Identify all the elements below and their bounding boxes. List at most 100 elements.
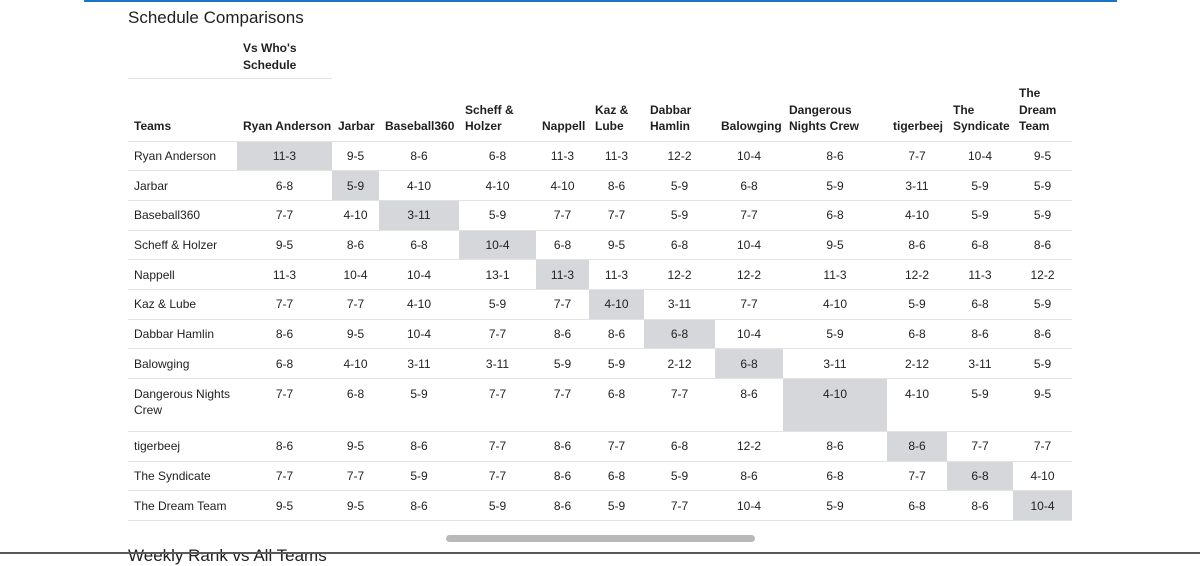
record-cell: 10-4 xyxy=(379,259,459,290)
record-cell: 8-6 xyxy=(379,490,459,522)
team-name-cell: Nappell xyxy=(128,259,237,290)
team-name-cell: Dabbar Hamlin xyxy=(128,319,237,350)
record-cell: 4-10 xyxy=(887,378,947,432)
record-cell: 11-3 xyxy=(536,141,589,172)
record-cell: 5-9 xyxy=(379,378,459,432)
record-cell: 10-4 xyxy=(715,490,783,522)
record-cell: 11-3 xyxy=(589,259,644,290)
column-header: Nappell xyxy=(536,85,589,142)
record-cell: 6-8 xyxy=(783,200,887,231)
table-row: Baseball360 7-7 4-10 3-11 5-9 7-7 7-7 5-9 7-7 6-8… xyxy=(128,200,1072,231)
header-row: Teams Ryan Anderson Jarbar Baseball360 S… xyxy=(128,85,1072,142)
record-cell: 7-7 xyxy=(644,490,715,522)
table-row: Scheff & Holzer 9-5 8-6 6-8 10-4 6-8 9-5 6-8 10-… xyxy=(128,230,1072,261)
next-section-title: Weekly Rank vs All Teams xyxy=(128,546,327,565)
record-cell: 4-10 xyxy=(332,348,379,379)
record-cell-self: 10-4 xyxy=(459,230,536,261)
record-cell: 6-8 xyxy=(947,230,1013,261)
record-cell: 6-8 xyxy=(459,141,536,172)
record-cell: 4-10 xyxy=(783,289,887,320)
column-header: The Dream Team xyxy=(1013,85,1072,142)
record-cell-self: 6-8 xyxy=(715,348,783,379)
table-row: The Dream Team 9-5 9-5 8-6 5-9 8-6 5-9 7-7 10-4 5… xyxy=(128,490,1072,522)
record-cell: 12-2 xyxy=(887,259,947,290)
column-header: tigerbeej xyxy=(887,85,947,142)
record-cell: 5-9 xyxy=(644,170,715,201)
record-cell: 7-7 xyxy=(947,431,1013,462)
record-cell: 6-8 xyxy=(783,461,887,492)
team-name-cell: Balowging xyxy=(128,348,237,379)
record-cell: 6-8 xyxy=(887,319,947,350)
record-cell: 7-7 xyxy=(237,461,332,492)
record-cell: 7-7 xyxy=(237,200,332,231)
record-cell: 5-9 xyxy=(1013,170,1072,201)
record-cell: 4-10 xyxy=(887,200,947,231)
record-cell: 5-9 xyxy=(1013,200,1072,231)
record-cell: 7-7 xyxy=(887,461,947,492)
record-cell-self: 4-10 xyxy=(783,378,887,432)
record-cell: 3-11 xyxy=(459,348,536,379)
record-cell: 6-8 xyxy=(887,490,947,522)
record-cell: 13-1 xyxy=(459,259,536,290)
table-row: Dabbar Hamlin 8-6 9-5 10-4 7-7 8-6 8-6 6-8 10-4 5… xyxy=(128,319,1072,350)
record-cell: 7-7 xyxy=(1013,431,1072,462)
record-cell: 6-8 xyxy=(644,230,715,261)
record-cell: 8-6 xyxy=(237,431,332,462)
team-name-cell: The Dream Team xyxy=(128,490,237,522)
column-header: Balowging xyxy=(715,85,783,142)
team-name-cell: Scheff & Holzer xyxy=(128,230,237,261)
section-title: Schedule Comparisons xyxy=(128,8,304,27)
record-cell-self: 11-3 xyxy=(536,259,589,290)
record-cell: 5-9 xyxy=(459,289,536,320)
horizontal-scrollbar[interactable] xyxy=(446,535,755,542)
record-cell: 5-9 xyxy=(459,200,536,231)
record-cell: 7-7 xyxy=(589,200,644,231)
record-cell: 7-7 xyxy=(459,431,536,462)
record-cell: 9-5 xyxy=(332,490,379,522)
column-header: Dabbar Hamlin xyxy=(644,85,715,142)
record-cell: 6-8 xyxy=(589,378,644,432)
record-cell: 4-10 xyxy=(379,289,459,320)
column-header: Baseball360 xyxy=(379,85,459,142)
record-cell: 11-3 xyxy=(237,259,332,290)
record-cell: 11-3 xyxy=(947,259,1013,290)
record-cell: 8-6 xyxy=(332,230,379,261)
record-cell: 7-7 xyxy=(715,200,783,231)
record-cell: 6-8 xyxy=(715,170,783,201)
record-cell: 4-10 xyxy=(379,170,459,201)
team-name-cell: Jarbar xyxy=(128,170,237,201)
record-cell: 12-2 xyxy=(715,259,783,290)
team-name-cell: The Syndicate xyxy=(128,461,237,492)
record-cell: 5-9 xyxy=(644,200,715,231)
record-cell-self: 8-6 xyxy=(887,431,947,462)
record-cell: 10-4 xyxy=(379,319,459,350)
record-cell: 7-7 xyxy=(715,289,783,320)
record-cell: 10-4 xyxy=(947,141,1013,172)
record-cell: 6-8 xyxy=(947,289,1013,320)
record-cell: 3-11 xyxy=(379,348,459,379)
record-cell: 7-7 xyxy=(332,461,379,492)
table-row: Jarbar 6-8 5-9 4-10 4-10 4-10 8-6 5-9 6-8 5-9 3-11… xyxy=(128,170,1072,201)
vs-schedule-header: Vs Who's Schedule xyxy=(128,40,332,79)
record-cell: 12-2 xyxy=(715,431,783,462)
team-name-cell: tigerbeej xyxy=(128,431,237,462)
record-cell: 9-5 xyxy=(1013,141,1072,172)
record-cell: 6-8 xyxy=(237,348,332,379)
record-cell: 4-10 xyxy=(459,170,536,201)
record-cell: 6-8 xyxy=(237,170,332,201)
record-cell: 5-9 xyxy=(947,378,1013,432)
record-cell: 8-6 xyxy=(237,319,332,350)
record-cell-self: 10-4 xyxy=(1013,490,1072,522)
record-cell: 3-11 xyxy=(947,348,1013,379)
team-name-cell: Baseball360 xyxy=(128,200,237,231)
record-cell: 3-11 xyxy=(783,348,887,379)
record-cell: 8-6 xyxy=(536,461,589,492)
record-cell: 7-7 xyxy=(644,378,715,432)
record-cell: 7-7 xyxy=(536,200,589,231)
record-cell: 5-9 xyxy=(783,319,887,350)
record-cell: 4-10 xyxy=(332,200,379,231)
record-cell-self: 5-9 xyxy=(332,170,379,201)
table-row: The Syndicate 7-7 7-7 5-9 7-7 8-6 6-8 5-9 8-6 6-8… xyxy=(128,461,1072,492)
record-cell: 5-9 xyxy=(589,490,644,522)
record-cell: 7-7 xyxy=(589,431,644,462)
